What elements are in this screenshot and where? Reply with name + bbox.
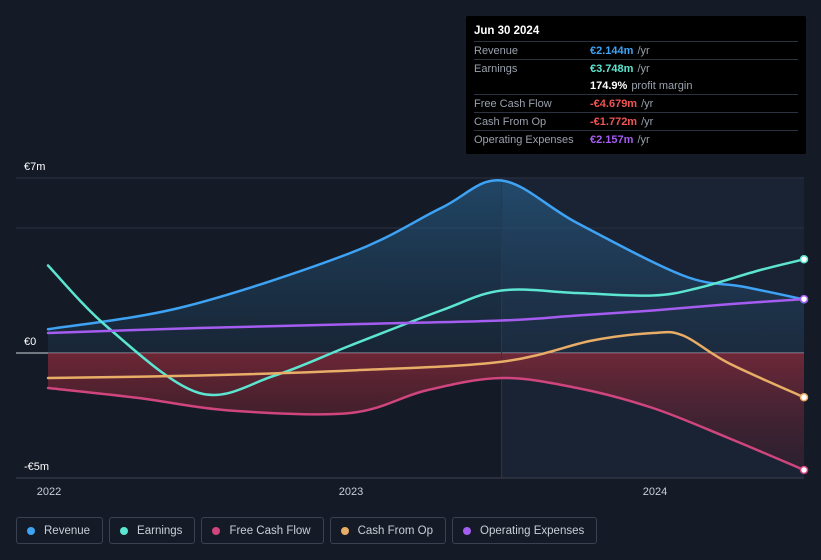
tooltip-unit: profit margin <box>631 79 693 92</box>
tooltip-date: Jun 30 2024 <box>474 25 540 37</box>
legend-item-free-cash-flow[interactable]: Free Cash Flow <box>201 517 324 544</box>
x-tick-label: 2023 <box>339 486 363 498</box>
series-line-free-cash-flow <box>46 376 806 472</box>
legend-dot-icon <box>212 526 221 535</box>
tooltip-row-profit-margin: 174.9% profit margin <box>474 77 798 94</box>
tooltip-label: Cash From Op <box>474 115 547 128</box>
area-revenue <box>48 180 804 353</box>
tooltip-label: Revenue <box>474 44 519 57</box>
legend-dot-icon <box>463 526 472 535</box>
tooltip-row-earnings: Earnings €3.748m /yr <box>474 59 798 77</box>
area-free-cash-flow <box>48 353 804 470</box>
series-line-revenue <box>46 179 806 331</box>
tooltip-value: €2.157m <box>590 133 634 146</box>
legend-label: Earnings <box>137 524 183 537</box>
tooltip-value: 174.9% <box>590 79 628 92</box>
y-tick-label: -€5m <box>24 461 49 473</box>
legend-label: Cash From Op <box>357 524 434 537</box>
tooltip-row-cash-from-op: Cash From Op -€1.772m /yr <box>474 112 798 130</box>
y-tick-label: €7m <box>24 161 45 173</box>
series-line-cash-from-op <box>46 330 806 399</box>
tooltip-unit: /yr <box>637 133 650 146</box>
legend-item-earnings[interactable]: Earnings <box>109 517 196 544</box>
tooltip-row-revenue: Revenue €2.144m /yr <box>474 41 798 59</box>
legend-label: Operating Expenses <box>480 524 585 537</box>
legend-dot-icon <box>340 526 349 535</box>
tooltip-row-free-cash-flow: Free Cash Flow -€4.679m /yr <box>474 94 798 112</box>
tooltip-panel: Jun 30 2024 Revenue €2.144m /yr Earnings… <box>466 16 806 154</box>
legend: Revenue Earnings Free Cash Flow Cash Fro… <box>16 517 598 544</box>
legend-label: Free Cash Flow <box>229 524 311 537</box>
legend-item-operating-expenses[interactable]: Operating Expenses <box>452 517 598 544</box>
tooltip-unit: /yr <box>641 115 654 128</box>
tooltip-row-operating-expenses: Operating Expenses €2.157m /yr <box>474 130 798 148</box>
tooltip-value: €2.144m <box>590 44 634 57</box>
series-line-earnings <box>46 258 806 397</box>
series-end-point <box>799 294 809 304</box>
tooltip-label: Free Cash Flow <box>474 97 552 110</box>
legend-item-revenue[interactable]: Revenue <box>16 517 104 544</box>
series-end-point <box>799 255 809 264</box>
legend-item-cash-from-op[interactable]: Cash From Op <box>329 517 447 544</box>
x-tick-label: 2024 <box>643 486 667 498</box>
tooltip-unit: /yr <box>637 62 650 75</box>
series-line-operating-expenses <box>46 297 806 335</box>
series-end-point <box>799 393 809 402</box>
tooltip-unit: /yr <box>637 44 650 57</box>
legend-label: Revenue <box>44 524 91 537</box>
legend-dot-icon <box>27 526 35 535</box>
chart-area: €7m €0 -€5m 2022 2023 2024 <box>16 161 809 498</box>
tooltip-value: €3.748m <box>590 62 634 75</box>
tooltip-label: Operating Expenses <box>474 133 574 146</box>
tooltip-unit: /yr <box>641 97 654 110</box>
y-tick-label: €0 <box>24 336 36 348</box>
legend-dot-icon <box>120 526 129 535</box>
x-tick-label: 2022 <box>37 486 61 498</box>
series-end-point <box>799 465 809 475</box>
tooltip-value: -€1.772m <box>590 115 638 128</box>
tooltip-label: Earnings <box>474 62 518 75</box>
tooltip-value: -€4.679m <box>590 97 638 110</box>
